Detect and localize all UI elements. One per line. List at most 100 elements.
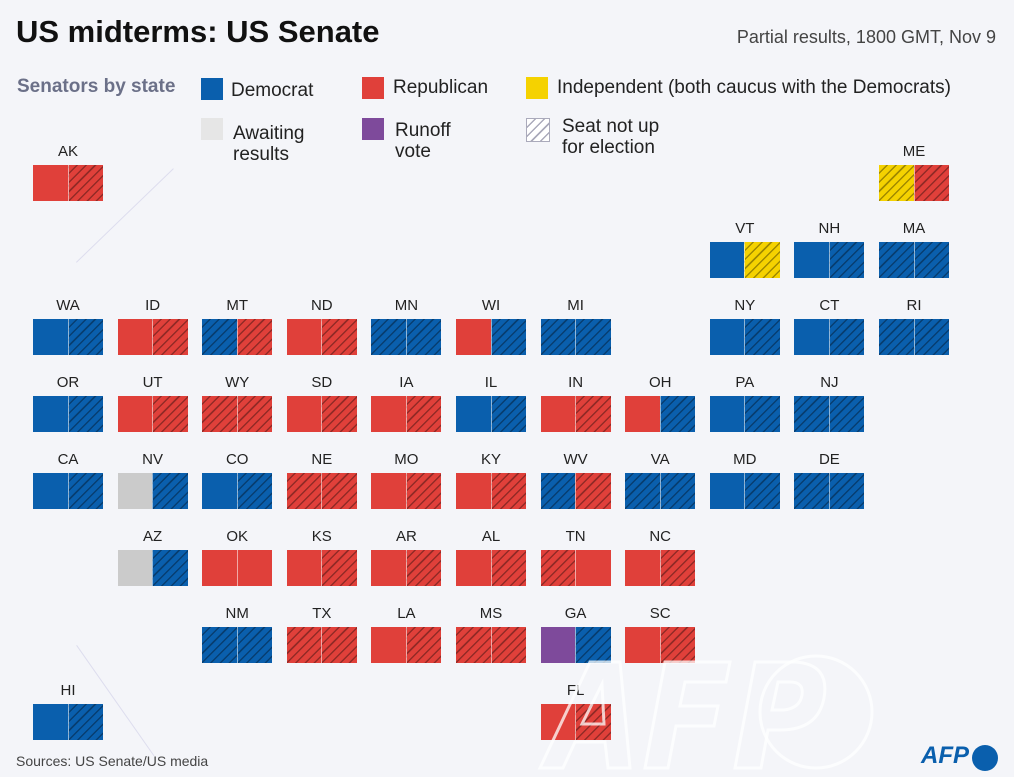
senate-seat <box>794 396 829 432</box>
senate-seat <box>286 396 322 432</box>
state-label-co: CO <box>225 451 249 468</box>
state-tile-nc <box>625 550 696 586</box>
state-tile-ut <box>117 396 188 432</box>
state-tile-or <box>33 396 103 432</box>
senate-seat <box>659 550 696 586</box>
senate-seat <box>828 319 865 355</box>
state-label-ok: OK <box>226 528 249 545</box>
state-label-nv: NV <box>142 451 164 468</box>
senate-seat <box>744 473 780 509</box>
state-label-ut: UT <box>142 374 163 391</box>
state-tile-ak <box>33 165 103 201</box>
state-tile-mo <box>371 473 442 509</box>
senate-seat <box>371 319 406 355</box>
state-label-ma: MA <box>902 220 926 237</box>
senate-seat <box>117 396 153 432</box>
senate-seat <box>152 473 188 509</box>
state-tile-ia <box>371 396 442 432</box>
senate-seat <box>709 319 745 355</box>
senate-seat <box>744 319 780 355</box>
senate-seat <box>67 396 103 432</box>
senate-seat <box>456 396 491 432</box>
state-label-nh: NH <box>818 220 841 237</box>
senate-seat <box>202 550 237 586</box>
state-tile-pa <box>709 396 780 432</box>
senate-seat <box>405 319 442 355</box>
senate-seat <box>117 473 153 509</box>
subtitle: Partial results, 1800 GMT, Nov 9 <box>736 27 996 47</box>
state-label-de: DE <box>818 451 840 468</box>
state-tile-ky <box>456 473 526 509</box>
state-tile-ga <box>540 627 611 663</box>
state-label-or: OR <box>56 374 80 391</box>
state-tile-de <box>794 473 865 509</box>
senate-seat <box>540 704 576 740</box>
state-tile-hi <box>33 704 103 740</box>
state-tile-ne <box>286 473 357 509</box>
state-label-vt: VT <box>735 220 755 237</box>
senate-seat <box>321 319 357 355</box>
state-label-al: AL <box>481 528 501 545</box>
senate-seat <box>67 319 103 355</box>
awaiting-label: Awaiting results <box>233 123 305 165</box>
state-tile-oh <box>625 396 696 432</box>
senate-seat <box>913 165 949 201</box>
senate-seat <box>456 550 491 586</box>
senate-seat <box>371 473 406 509</box>
state-label-wa: WA <box>56 297 80 314</box>
senate-seat <box>405 473 442 509</box>
senate-seat <box>794 473 829 509</box>
republican-swatch <box>362 77 384 99</box>
senate-seat <box>575 319 611 355</box>
page-title: US midterms: US Senate <box>16 14 380 49</box>
state-tile-nv <box>117 473 188 509</box>
senate-seat <box>117 319 153 355</box>
senate-seat <box>540 319 576 355</box>
senate-seat <box>67 473 103 509</box>
senate-seat <box>371 396 406 432</box>
state-tile-va <box>625 473 696 509</box>
senate-seat <box>202 627 237 663</box>
senate-seat <box>913 319 949 355</box>
state-tile-wi <box>456 319 526 355</box>
senate-seat <box>709 396 745 432</box>
runoff-swatch <box>362 118 384 140</box>
state-tile-az <box>117 550 188 586</box>
senate-seat <box>202 319 237 355</box>
state-label-mi: MI <box>567 297 584 314</box>
senate-seat <box>913 242 949 278</box>
state-label-nm: NM <box>225 605 249 622</box>
state-label-ia: IA <box>399 374 414 391</box>
state-tile-sd <box>286 396 357 432</box>
senate-seat <box>625 627 660 663</box>
senate-seat <box>321 396 357 432</box>
state-label-mt: MT <box>226 297 249 314</box>
state-label-me: ME <box>902 143 926 160</box>
state-tile-wa <box>33 319 103 355</box>
senate-seat <box>659 627 696 663</box>
senate-seat <box>828 396 865 432</box>
senate-seat <box>540 627 576 663</box>
senate-seat <box>236 396 273 432</box>
state-tile-ct <box>794 319 865 355</box>
senate-seat <box>321 550 357 586</box>
senate-seat <box>321 627 357 663</box>
senate-seat <box>490 627 526 663</box>
senate-seat <box>575 704 611 740</box>
state-label-il: IL <box>484 374 498 391</box>
not-up-swatch <box>526 118 550 142</box>
state-label-ak: AK <box>57 143 78 160</box>
state-label-tn: TN <box>565 528 586 545</box>
state-tile-ny <box>709 319 780 355</box>
state-tile-co <box>202 473 273 509</box>
senate-seat <box>286 473 322 509</box>
democrat-label: Democrat <box>231 80 314 101</box>
state-tile-ar <box>371 550 442 586</box>
senate-seat <box>152 319 188 355</box>
state-tile-nj <box>794 396 865 432</box>
senate-seat <box>575 473 611 509</box>
state-label-wy: WY <box>225 374 250 391</box>
state-label-nd: ND <box>310 297 333 314</box>
state-label-ca: CA <box>57 451 79 468</box>
state-label-la: LA <box>397 605 416 622</box>
